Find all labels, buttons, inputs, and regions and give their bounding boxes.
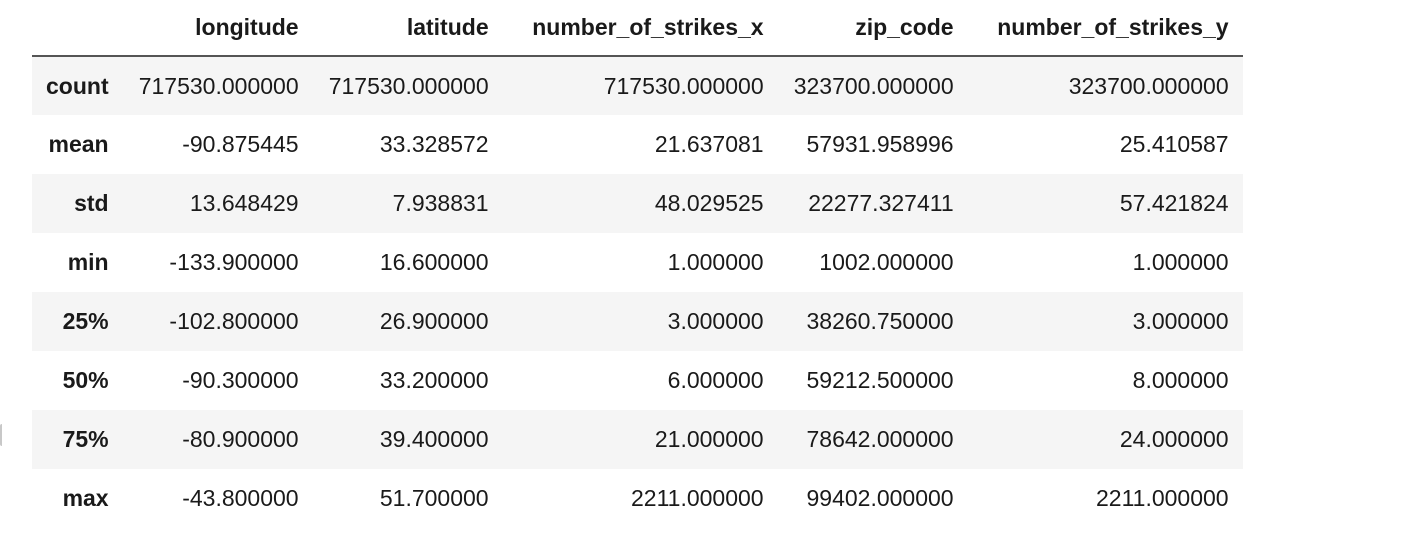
table-cell: 33.328572	[379, 131, 489, 157]
table-cell: 2211.000000	[1096, 485, 1229, 511]
table-cell: -102.800000	[169, 308, 299, 334]
table-row: max -43.800000 51.700000 2211.000000 994…	[32, 469, 1243, 528]
table-cell: 6.000000	[667, 367, 764, 393]
table-cell: -90.300000	[182, 367, 299, 393]
row-label: 75%	[62, 426, 109, 452]
left-edge-marker	[0, 424, 7, 446]
table-cell: 25.410587	[1119, 131, 1229, 157]
table-cell: 57.421824	[1119, 190, 1229, 216]
table-cell: 717530.000000	[328, 72, 489, 99]
table-cell: 13.648429	[189, 190, 299, 216]
table-cell: 57931.958996	[806, 131, 954, 157]
table-cell: 7.938831	[392, 190, 489, 216]
row-label: max	[62, 485, 109, 511]
table-cell: 3.000000	[1132, 308, 1229, 334]
table-cell: -80.900000	[182, 426, 299, 452]
table-cell: 51.700000	[379, 485, 489, 511]
table-cell: 26.900000	[379, 308, 489, 334]
row-label: 25%	[62, 308, 109, 334]
table-cell: -133.900000	[169, 249, 299, 275]
column-header-number-of-strikes-y: number_of_strikes_y	[967, 0, 1243, 57]
table-cell: 3.000000	[667, 308, 764, 334]
table-cell: 21.000000	[654, 426, 764, 452]
table-row: 25% -102.800000 26.900000 3.000000 38260…	[32, 292, 1243, 351]
table-row: 75% -80.900000 39.400000 21.000000 78642…	[32, 410, 1243, 469]
table-cell: 717530.000000	[603, 72, 764, 99]
row-label: count	[46, 72, 109, 99]
table-cell: 39.400000	[379, 426, 489, 452]
row-label: 50%	[62, 367, 109, 393]
table-body: count 717530.000000 717530.000000 717530…	[32, 56, 1243, 528]
table-cell: 323700.000000	[1068, 72, 1229, 99]
column-header-latitude: latitude	[312, 0, 503, 57]
table-cell: 1002.000000	[819, 249, 954, 275]
table-cell: 78642.000000	[806, 426, 954, 452]
table-cell: 22277.327411	[808, 190, 954, 216]
header-row: longitude latitude number_of_strikes_x z…	[32, 0, 1243, 57]
table-row: mean -90.875445 33.328572 21.637081 5793…	[32, 115, 1243, 174]
table-cell: 24.000000	[1119, 426, 1229, 452]
column-header-number-of-strikes-x: number_of_strikes_x	[502, 0, 778, 57]
table-cell: 1.000000	[667, 249, 764, 275]
table-cell: 8.000000	[1132, 367, 1229, 393]
table-row: std 13.648429 7.938831 48.029525 22277.3…	[32, 174, 1243, 233]
row-label: std	[74, 190, 109, 216]
column-header-zip-code: zip_code	[777, 0, 968, 57]
table-cell: 59212.500000	[806, 367, 954, 393]
describe-stats-table: longitude latitude number_of_strikes_x z…	[32, 0, 1243, 528]
table-cell: -90.875445	[182, 131, 299, 157]
index-header	[32, 0, 123, 57]
table-cell: 21.637081	[654, 131, 764, 157]
table-cell: 2211.000000	[631, 485, 764, 511]
table-cell: 717530.000000	[138, 72, 299, 99]
row-label: mean	[48, 131, 109, 157]
table-row: 50% -90.300000 33.200000 6.000000 59212.…	[32, 351, 1243, 410]
table-cell: 48.029525	[654, 190, 764, 216]
table-cell: 33.200000	[379, 367, 489, 393]
table-cell: 99402.000000	[806, 485, 954, 511]
table-cell: 16.600000	[379, 249, 489, 275]
table-row: min -133.900000 16.600000 1.000000 1002.…	[32, 233, 1243, 292]
table-row: count 717530.000000 717530.000000 717530…	[32, 56, 1243, 115]
table-cell: 323700.000000	[793, 72, 954, 99]
column-header-longitude: longitude	[122, 0, 313, 57]
table-cell: 38260.750000	[806, 308, 954, 334]
table-header: longitude latitude number_of_strikes_x z…	[32, 0, 1243, 57]
row-label: min	[67, 249, 109, 275]
table-cell: -43.800000	[182, 485, 299, 511]
table-cell: 1.000000	[1132, 249, 1229, 275]
